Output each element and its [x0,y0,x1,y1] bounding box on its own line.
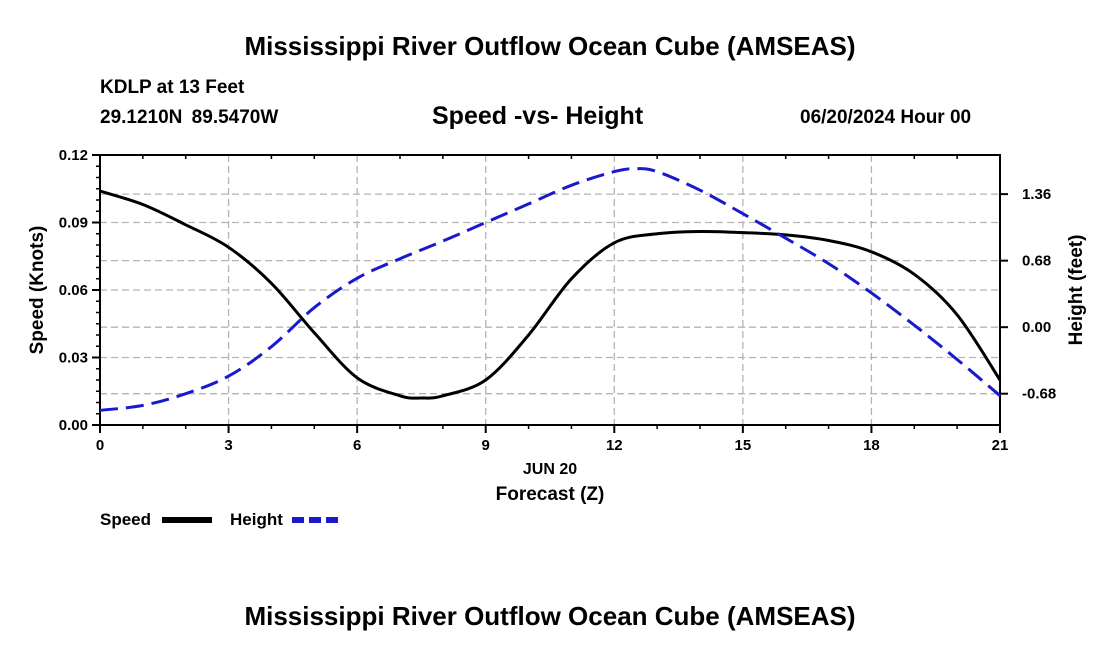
x-tick-label: 6 [353,437,361,454]
bottom-repeated-title: Mississippi River Outflow Ocean Cube (AM… [244,601,856,631]
x-tick-label: 0 [96,437,104,454]
y-tick-label: 0.03 [59,350,88,367]
y2-tick-label: 1.36 [1022,186,1051,203]
speed-height-chart: 0 3 6 9 12 15 18 21 0.00 0.03 0.06 0.09 0.12 -0.68 0.0… [27,147,1087,529]
x-tick-label: 21 [992,437,1009,454]
forecast-datetime: 06/20/2024 Hour 00 [800,107,972,128]
legend: Speed Height [100,510,342,529]
height-series-line [99,167,1001,412]
x-tick-label: 3 [224,437,232,454]
coordinates-label: 29.1210N 89.5470W [100,107,279,128]
series-lines [99,167,1002,412]
x-tick-label: 9 [482,437,490,454]
x-axis-title: Forecast (Z) [496,484,605,505]
legend-label-speed: Speed [100,510,151,529]
x-tick-label: 18 [863,437,880,454]
y-tick-label: 0.06 [59,282,88,299]
x-tick-label: 12 [606,437,623,454]
main-title: Mississippi River Outflow Ocean Cube (AM… [244,31,856,61]
y2-tick-label: 0.00 [1022,319,1051,336]
y-tick-label: 0.09 [59,215,88,232]
x-axis-date-label: JUN 20 [523,461,577,478]
station-label: KDLP at 13 Feet [100,77,245,98]
y-axis-title: Speed (Knots) [27,226,48,355]
y-tick-label: 0.00 [59,417,88,434]
y2-axis-title: Height (feet) [1066,235,1087,346]
y-tick-label: 0.12 [59,147,88,164]
x-tick-label: 15 [735,437,752,454]
legend-label-height: Height [230,510,283,529]
speed-series-line [99,189,1002,400]
chart-subtitle: Speed -vs- Height [432,102,644,130]
y2-tick-label: 0.68 [1022,253,1051,270]
axis-ticks: 0 3 6 9 12 15 18 21 0.00 0.03 0.06 0.09 0.12 -0.68 0.0… [59,147,1056,454]
y2-tick-label: -0.68 [1022,386,1056,403]
